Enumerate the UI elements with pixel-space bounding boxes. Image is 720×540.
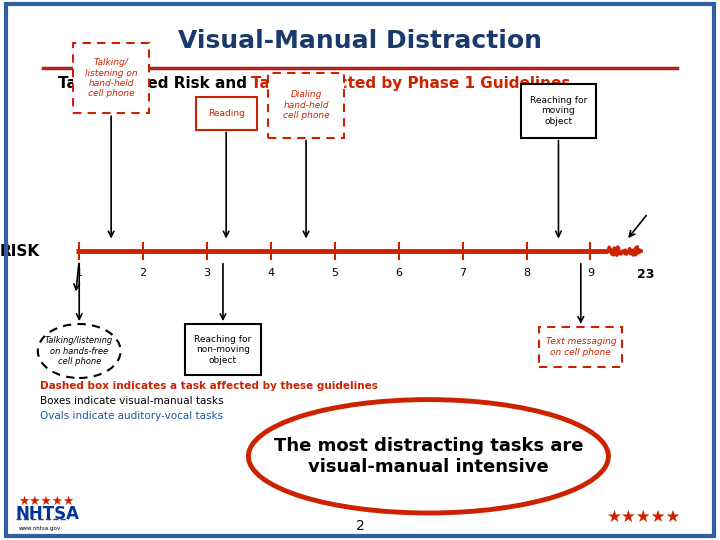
Bar <box>73 43 149 113</box>
Text: Text messaging
on cell phone: Text messaging on cell phone <box>546 338 616 356</box>
Ellipse shape <box>248 400 608 513</box>
Text: NHTSA: NHTSA <box>16 505 80 523</box>
Text: Ovals indicate auditory-vocal tasks: Ovals indicate auditory-vocal tasks <box>40 411 222 421</box>
Text: Talking/
listening on
hand-held
cell phone: Talking/ listening on hand-held cell pho… <box>85 58 138 98</box>
Text: 23: 23 <box>637 268 654 281</box>
Text: Tasks Affected by Phase 1 Guidelines: Tasks Affected by Phase 1 Guidelines <box>251 76 570 91</box>
Text: 3: 3 <box>204 268 210 279</box>
Ellipse shape <box>38 324 121 378</box>
Text: RISK: RISK <box>0 244 40 259</box>
Text: 5: 5 <box>331 268 338 279</box>
Text: Dashed box indicates a task affected by these guidelines: Dashed box indicates a task affected by … <box>40 381 377 391</box>
Text: 2: 2 <box>140 268 147 279</box>
Text: 7: 7 <box>459 268 466 279</box>
Text: 4: 4 <box>267 268 274 279</box>
Text: Boxes indicate visual-manual tasks: Boxes indicate visual-manual tasks <box>40 396 223 406</box>
Text: 2: 2 <box>356 519 364 534</box>
Text: 6: 6 <box>395 268 402 279</box>
Text: The most distracting tasks are
visual-manual intensive: The most distracting tasks are visual-ma… <box>274 437 583 476</box>
Text: 8: 8 <box>523 268 530 279</box>
Bar <box>521 84 596 138</box>
Bar <box>539 327 622 367</box>
Text: Task-Related Risk and: Task-Related Risk and <box>58 76 252 91</box>
Text: Talking/listening
on hands-free
cell phone: Talking/listening on hands-free cell pho… <box>45 336 113 366</box>
Text: www.nhtsa.gov: www.nhtsa.gov <box>19 525 60 531</box>
Text: 1: 1 <box>76 268 83 279</box>
Bar <box>196 97 257 130</box>
Text: ★★★★★: ★★★★★ <box>18 495 74 508</box>
Text: Visual-Manual Distraction: Visual-Manual Distraction <box>178 29 542 52</box>
Text: Dialing
hand-held
cell phone: Dialing hand-held cell phone <box>283 90 329 120</box>
Bar <box>185 324 261 375</box>
Text: Reading: Reading <box>208 109 245 118</box>
Text: Reaching for
non-moving
object: Reaching for non-moving object <box>194 335 251 365</box>
Bar <box>269 73 344 138</box>
Text: 9: 9 <box>587 268 594 279</box>
Text: ★★★★★: ★★★★★ <box>607 508 682 526</box>
Text: Reaching for
moving
object: Reaching for moving object <box>530 96 587 126</box>
